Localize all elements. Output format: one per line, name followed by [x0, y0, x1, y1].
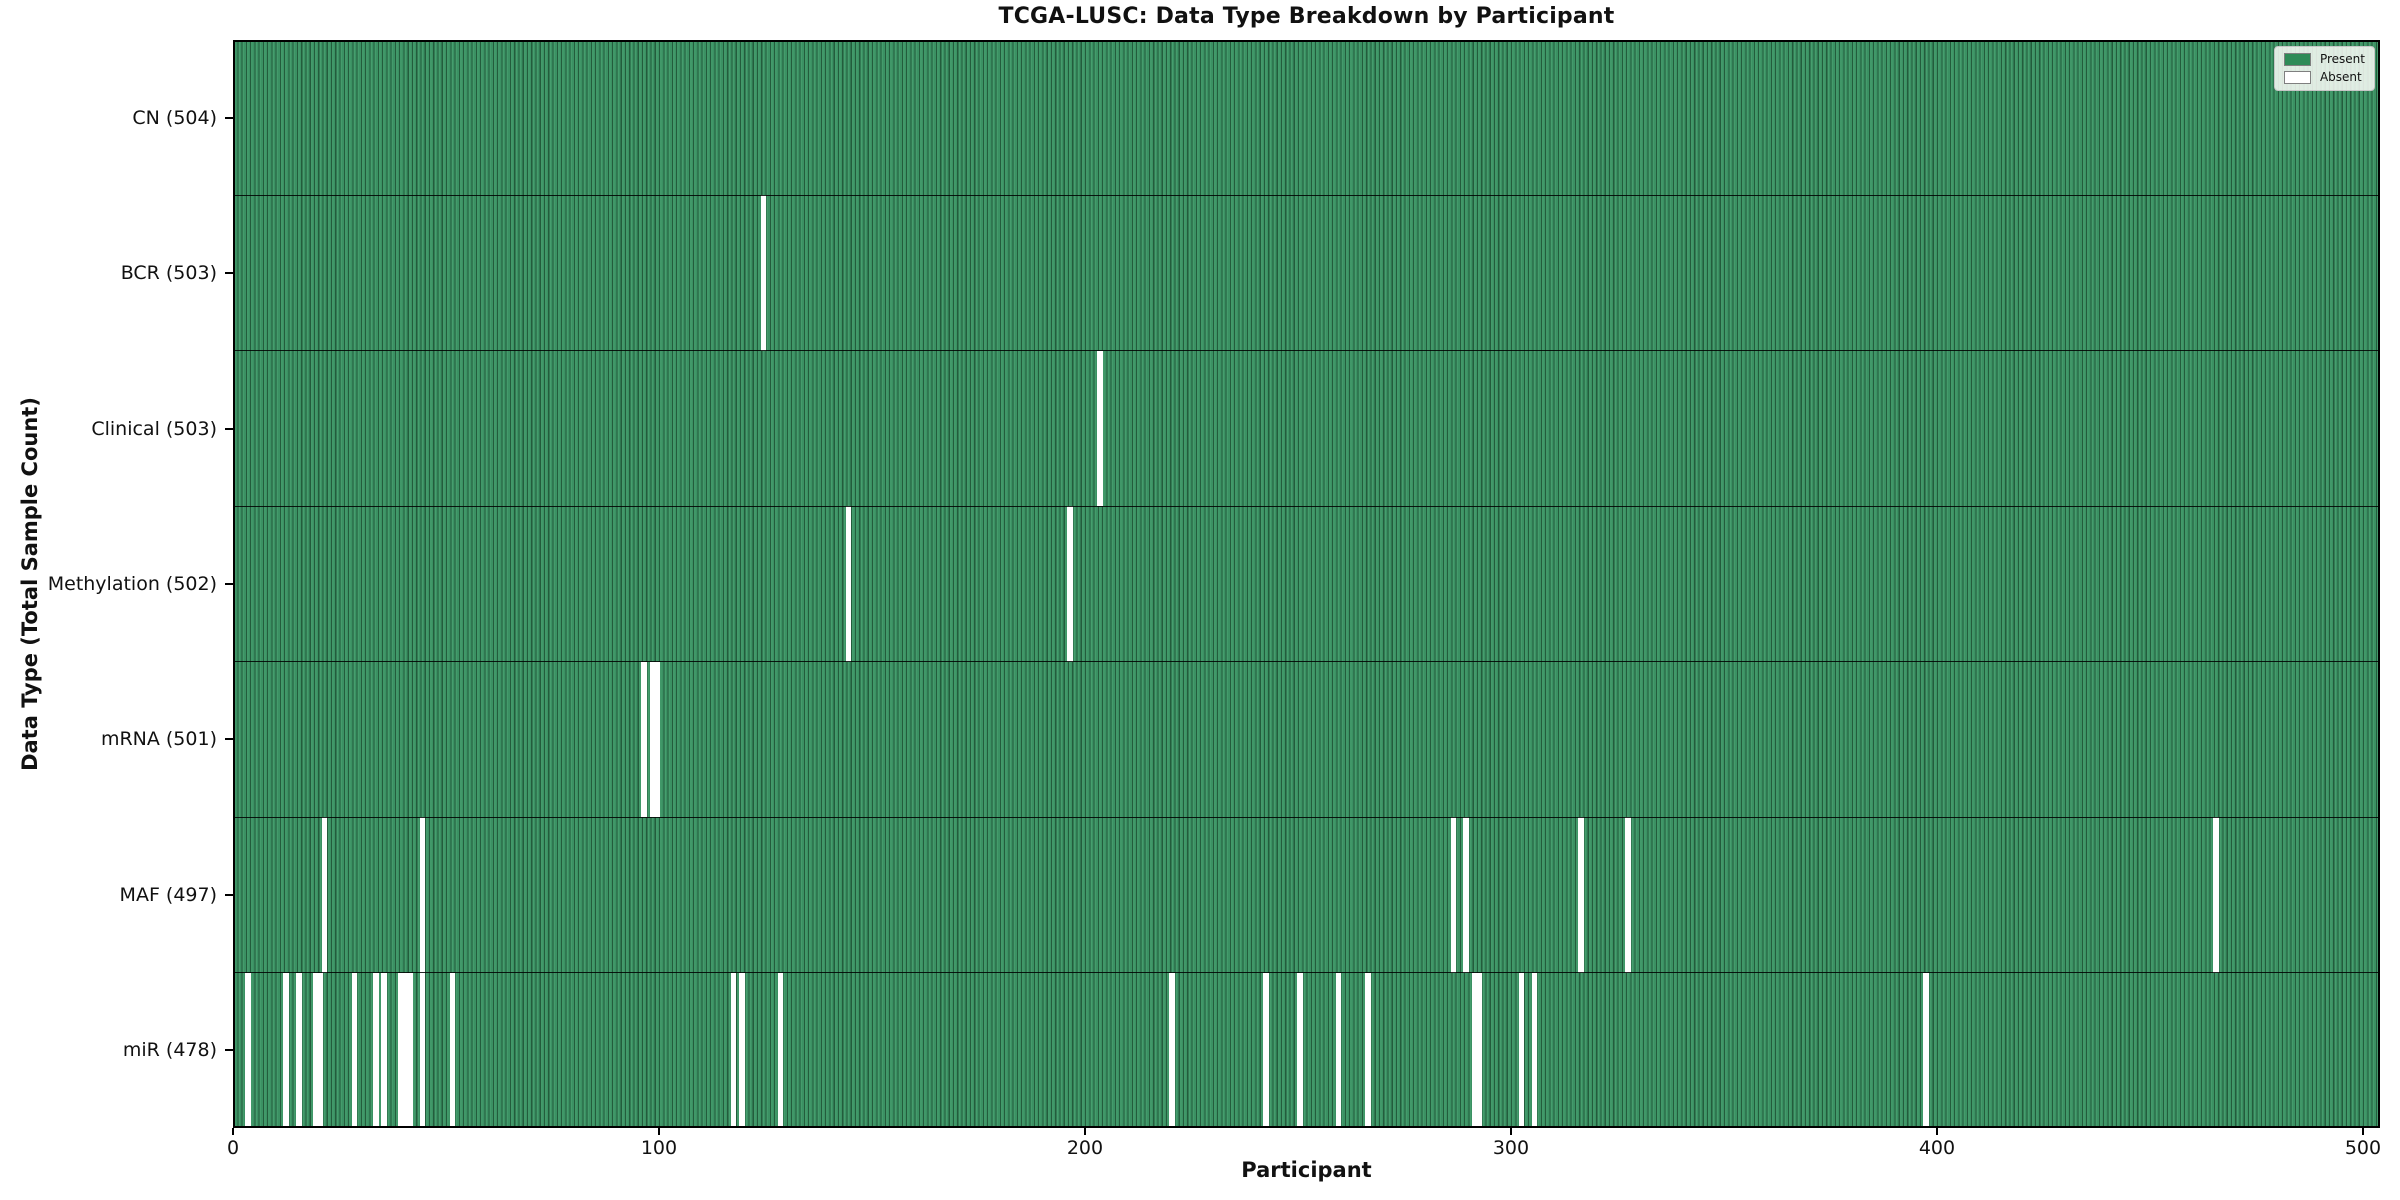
row-mir	[233, 972, 2380, 1128]
absent-gap	[351, 972, 358, 1128]
x-tick-mark	[1509, 1128, 1512, 1135]
absent-gap	[1263, 972, 1269, 1128]
absent-gap	[245, 972, 251, 1128]
row-cn	[233, 40, 2380, 195]
row-bcr	[233, 194, 2380, 351]
y-tick-label: CN (504)	[132, 106, 217, 129]
y-tick-clinical: Clinical (503)	[0, 351, 233, 506]
y-tick-label: MAF (497)	[119, 883, 217, 906]
absent-gap	[1067, 506, 1073, 662]
y-tick-methylation: Methylation (502)	[0, 506, 233, 661]
absent-gap	[406, 972, 413, 1128]
absent-gap	[402, 972, 409, 1128]
absent-gap	[419, 817, 426, 973]
absent-gap	[283, 972, 290, 1128]
absent-swatch-icon	[2283, 71, 2311, 84]
absent-gap	[760, 195, 767, 351]
row-methylation	[233, 505, 2380, 662]
y-tick-maf: MAF (497)	[0, 817, 233, 972]
row-separator	[233, 350, 2380, 352]
absent-gap	[777, 972, 784, 1128]
row-separator	[233, 661, 2380, 663]
absent-gap	[739, 972, 745, 1128]
absent-gap	[1297, 972, 1303, 1128]
absent-gap	[381, 972, 388, 1128]
absent-gap	[1518, 972, 1525, 1128]
y-tick-mark	[225, 427, 233, 430]
x-tick-mark	[2361, 1128, 2364, 1135]
y-tick-mark	[225, 582, 233, 585]
absent-gap	[1923, 972, 1930, 1128]
x-tick-label: 0	[226, 1137, 240, 1159]
absent-gap	[419, 972, 426, 1128]
y-tick-label: mRNA (501)	[100, 728, 217, 751]
y-tick-mir: miR (478)	[0, 973, 233, 1128]
absent-gap	[641, 661, 647, 818]
row-clinical	[233, 350, 2380, 507]
y-tick-mark	[225, 1049, 233, 1052]
x-tick-mark	[1083, 1128, 1086, 1135]
absent-gap	[1450, 817, 1457, 973]
absent-gap	[654, 661, 660, 818]
y-tick-mark	[225, 116, 233, 119]
absent-gap	[1476, 972, 1482, 1128]
y-tick-label: Methylation (502)	[47, 572, 217, 595]
y-tick-label: BCR (503)	[120, 262, 217, 285]
row-separator	[233, 194, 2380, 196]
y-tick-mrna: mRNA (501)	[0, 662, 233, 817]
absent-gap	[730, 972, 737, 1128]
absent-gap	[449, 972, 456, 1128]
absent-gap	[296, 972, 302, 1128]
absent-gap	[1578, 817, 1585, 973]
legend-label-absent: Absent	[2319, 70, 2362, 84]
y-tick-mark	[225, 893, 233, 896]
absent-gap	[649, 661, 656, 818]
x-axis-title: Participant	[1241, 1158, 1372, 1182]
x-tick-label: 500	[2344, 1137, 2382, 1159]
absent-gap	[1625, 817, 1631, 973]
y-tick-mark	[225, 738, 233, 741]
absent-gap	[1335, 972, 1342, 1128]
absent-gap	[313, 972, 319, 1128]
x-tick-label: 200	[1066, 1137, 1104, 1159]
row-maf	[233, 816, 2380, 973]
x-tick-mark	[657, 1128, 660, 1135]
absent-gap	[1169, 972, 1176, 1128]
y-tick-label: miR (478)	[122, 1039, 217, 1062]
absent-gap	[1365, 972, 1372, 1128]
plot-area: Present Absent	[233, 40, 2380, 1128]
y-tick-cn: CN (504)	[0, 40, 233, 195]
row-separator	[233, 816, 2380, 818]
present-swatch-icon	[2283, 53, 2311, 66]
absent-gap	[317, 972, 324, 1128]
absent-gap	[1531, 972, 1538, 1128]
absent-gap	[398, 972, 405, 1128]
y-tick-label: Clinical (503)	[91, 417, 217, 440]
absent-gap	[1097, 350, 1103, 507]
x-tick-label: 400	[1918, 1137, 1956, 1159]
legend-entry-present: Present	[2283, 52, 2365, 66]
chart-title: TCGA-LUSC: Data Type Breakdown by Partic…	[998, 4, 1615, 29]
row-separator	[233, 505, 2380, 507]
y-tick-bcr: BCR (503)	[0, 195, 233, 350]
x-tick-mark	[232, 1128, 234, 1135]
legend: Present Absent	[2273, 46, 2375, 91]
row-separator	[233, 972, 2380, 974]
row-mrna	[233, 661, 2380, 818]
y-tick-mark	[225, 272, 233, 275]
absent-gap	[1463, 817, 1470, 973]
absent-gap	[372, 972, 379, 1128]
absent-gap	[321, 817, 328, 973]
legend-entry-absent: Absent	[2283, 70, 2365, 84]
absent-gap	[845, 506, 852, 662]
legend-label-present: Present	[2319, 52, 2365, 66]
x-tick-mark	[1935, 1128, 1938, 1135]
x-tick-label: 100	[640, 1137, 678, 1159]
absent-gap	[1471, 972, 1478, 1128]
absent-gap	[2213, 817, 2219, 973]
x-tick-label: 300	[1492, 1137, 1530, 1159]
